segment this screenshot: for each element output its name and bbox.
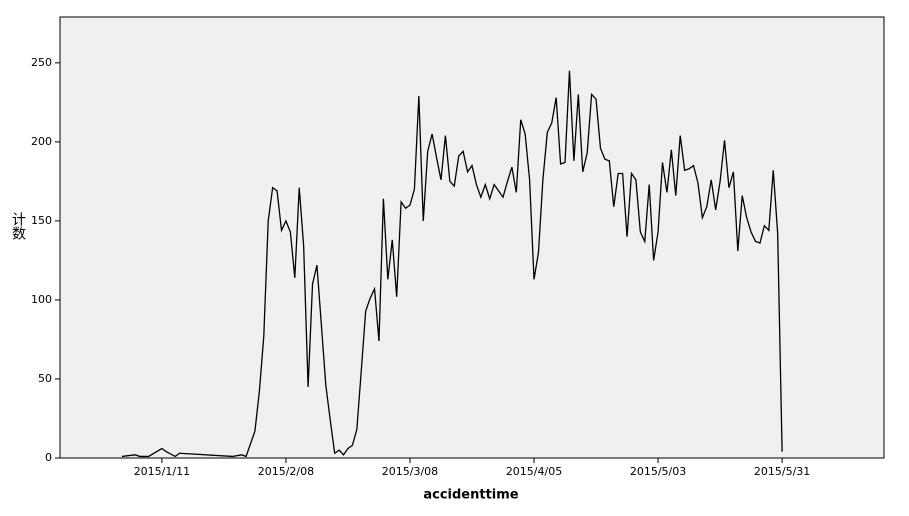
x-tick-label: 2015/5/31 [754,465,810,478]
x-tick-label: 2015/1/11 [134,465,190,478]
x-axis-label: accidenttime [423,488,518,503]
y-tick-label: 200 [31,135,52,148]
plot-area [59,16,885,459]
y-tick-label: 250 [31,56,52,69]
x-tick-label: 2015/3/08 [382,465,438,478]
x-tick-label: 2015/4/05 [506,465,562,478]
x-tick-label: 2015/2/08 [258,465,314,478]
y-tick-label: 0 [45,451,52,464]
y-tick-label: 100 [31,293,52,306]
y-tick-label: 150 [31,214,52,227]
x-tick-label: 2015/5/03 [630,465,686,478]
y-axis-label: 计数 [10,212,26,240]
y-tick-label: 50 [38,372,52,385]
data-line [121,70,783,458]
